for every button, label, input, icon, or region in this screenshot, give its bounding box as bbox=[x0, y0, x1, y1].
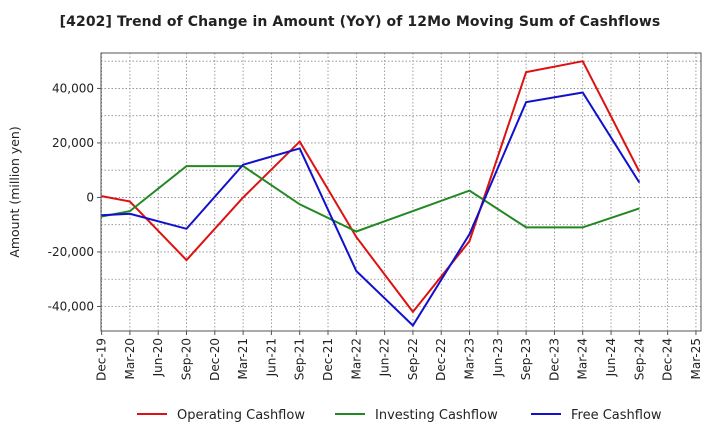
y-tick-label: -40,000 bbox=[48, 299, 94, 313]
x-tick-label: Sep-23 bbox=[519, 338, 533, 380]
x-tick-label: Jun-24 bbox=[604, 338, 618, 377]
x-tick-label: Jun-21 bbox=[264, 338, 278, 377]
legend-label: Operating Cashflow bbox=[177, 408, 305, 423]
x-tick-label: Sep-22 bbox=[406, 338, 420, 380]
x-tick-label: Dec-21 bbox=[321, 338, 335, 381]
legend-label: Investing Cashflow bbox=[375, 408, 498, 423]
x-tick-label: Sep-20 bbox=[180, 338, 194, 380]
x-tick-label: Dec-22 bbox=[434, 338, 448, 381]
plot-area bbox=[101, 53, 701, 331]
x-tick-label: Dec-23 bbox=[547, 338, 561, 381]
series-line-investing-cashflow bbox=[101, 165, 640, 233]
y-tick-label: 20,000 bbox=[52, 136, 94, 150]
x-tick-label: Jun-20 bbox=[151, 338, 165, 377]
x-tick-label: Mar-24 bbox=[576, 338, 590, 379]
x-tick-label: Jun-23 bbox=[491, 338, 505, 377]
series-line-free-cashflow bbox=[101, 91, 641, 328]
y-tick-label: 40,000 bbox=[52, 81, 94, 95]
x-tick-label: Mar-22 bbox=[349, 338, 363, 379]
x-tick-label: Mar-25 bbox=[689, 338, 703, 379]
x-tick-label: Dec-20 bbox=[208, 338, 222, 381]
x-tick-label: Mar-23 bbox=[463, 338, 477, 379]
chart-title: [4202] Trend of Change in Amount (YoY) o… bbox=[59, 14, 661, 30]
x-tick-label: Dec-24 bbox=[661, 338, 675, 381]
legend-label: Free Cashflow bbox=[571, 408, 662, 423]
y-tick-label: -20,000 bbox=[48, 245, 94, 259]
plot-frame bbox=[100, 52, 702, 332]
x-tick-label: Dec-19 bbox=[95, 338, 109, 381]
x-tick-label: Mar-20 bbox=[123, 338, 137, 379]
x-tick-label: Mar-21 bbox=[236, 338, 250, 379]
x-tick-label: Jun-22 bbox=[378, 338, 392, 377]
x-tick-label: Sep-21 bbox=[293, 338, 307, 380]
series-line-operating-cashflow bbox=[101, 60, 641, 314]
x-tick-label: Sep-24 bbox=[632, 338, 646, 380]
y-tick-label: 0 bbox=[86, 190, 94, 204]
y-axis-label: Amount (million yen) bbox=[7, 126, 22, 257]
